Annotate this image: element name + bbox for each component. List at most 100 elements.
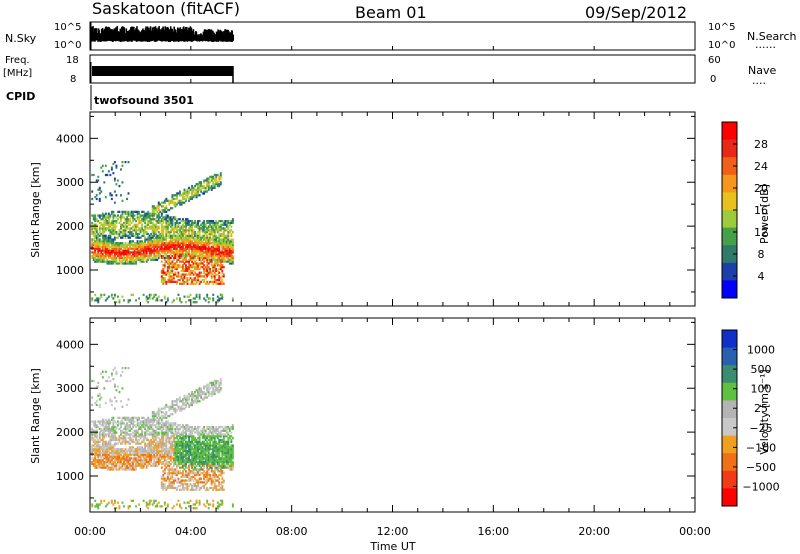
velocity-cell: [126, 440, 128, 443]
velocity-cell: [109, 462, 112, 466]
power-cell: [206, 251, 209, 254]
power-cell: [195, 194, 198, 197]
power-cell: [172, 232, 175, 236]
power-cell: [106, 247, 109, 250]
power-cell: [201, 256, 204, 260]
velocity-cell: [200, 472, 203, 475]
velocity-cell: [204, 472, 207, 475]
velocity-cell: [154, 448, 157, 451]
velocity-cell: [113, 448, 116, 451]
power-cell: [227, 232, 230, 236]
velocity-cell: [121, 457, 124, 460]
velocity-cell: [192, 400, 195, 403]
power-cell: [97, 254, 100, 258]
power-cell: [191, 219, 193, 223]
velocity-cell: [186, 427, 189, 431]
power-cell: [127, 223, 130, 226]
power-cell: [113, 249, 116, 252]
velocity-cell: [98, 451, 101, 455]
power-cell: [207, 254, 210, 258]
velocity-cell: [206, 387, 209, 390]
velocity-cell: [100, 460, 103, 464]
power-cell: [192, 253, 195, 256]
velocity-cell: [185, 470, 187, 473]
velocity-cell: [172, 457, 175, 460]
velocity-cell: [159, 442, 162, 445]
velocity-cell: [166, 437, 169, 440]
velocity-cell: [168, 438, 171, 442]
power-cell: [110, 219, 113, 223]
velocity-cell: [110, 433, 113, 436]
power-cell: [135, 262, 138, 265]
power-cell: [165, 205, 168, 208]
velocity-cell: [94, 466, 97, 469]
power-cell: [139, 221, 142, 225]
power-cell: [186, 253, 189, 256]
velocity-cell: [157, 409, 160, 412]
power-cell: [188, 245, 190, 249]
velocity-cell: [169, 442, 172, 445]
velocity-cell: [171, 449, 174, 453]
power-cell: [123, 258, 125, 261]
velocity-cell: [147, 418, 150, 421]
power-cell: [182, 247, 184, 250]
power-cell: [121, 225, 124, 228]
velocity-cell: [156, 427, 159, 431]
velocity-cell: [92, 464, 95, 467]
power-cell: [203, 223, 206, 226]
power-cell: [195, 258, 198, 261]
power-cell: [212, 264, 215, 267]
power-cell: [212, 256, 215, 260]
power-cell: [198, 231, 201, 234]
velocity-cell: [121, 448, 124, 451]
power-cell: [92, 258, 95, 261]
power-cell: [103, 258, 106, 261]
velocity-cell: [107, 424, 110, 427]
power-cell: [135, 219, 138, 223]
power-cell: [163, 243, 166, 247]
power-cell: [222, 258, 225, 261]
power-cell: [188, 197, 190, 201]
velocity-cell: [154, 438, 157, 442]
power-cell: [174, 247, 177, 250]
power-cell: [210, 247, 213, 250]
velocity-cell: [203, 390, 206, 394]
velocity-cell: [148, 431, 151, 434]
power-cell: [166, 258, 169, 261]
power-cell: [231, 243, 234, 247]
velocity-cell: [191, 464, 193, 467]
velocity-cell: [103, 420, 106, 423]
power-cell: [132, 243, 135, 247]
velocity-cell: [141, 453, 144, 456]
power-cell: [168, 278, 171, 282]
power-cell: [107, 170, 110, 173]
velocity-cell: [194, 473, 197, 477]
power-cell: [118, 253, 121, 256]
velocity-cell: [200, 448, 203, 451]
power-cell: [113, 160, 116, 164]
power-cell: [103, 242, 106, 245]
velocity-cell: [119, 462, 122, 466]
velocity-cell: [200, 466, 203, 469]
velocity-cell: [101, 376, 104, 379]
velocity-cell: [162, 449, 165, 453]
velocity-cell: [163, 468, 166, 471]
power-cell: [183, 243, 186, 247]
velocity-cell: [124, 468, 127, 471]
velocity-cell: [97, 464, 100, 467]
velocity-cell: [154, 460, 157, 464]
power-cell: [201, 225, 204, 228]
velocity-cell: [166, 431, 169, 434]
power-cell: [144, 221, 147, 225]
velocity-cell: [200, 449, 203, 453]
velocity-cell: [112, 446, 115, 449]
power-cell: [153, 229, 156, 232]
power-cell: [130, 221, 133, 225]
velocity-cell: [195, 453, 198, 456]
power-cell: [215, 249, 218, 252]
power-cell: [101, 164, 104, 167]
power-cell: [213, 179, 216, 182]
power-cell: [185, 240, 187, 243]
velocity-cell: [107, 429, 110, 432]
power-cell: [142, 218, 145, 221]
